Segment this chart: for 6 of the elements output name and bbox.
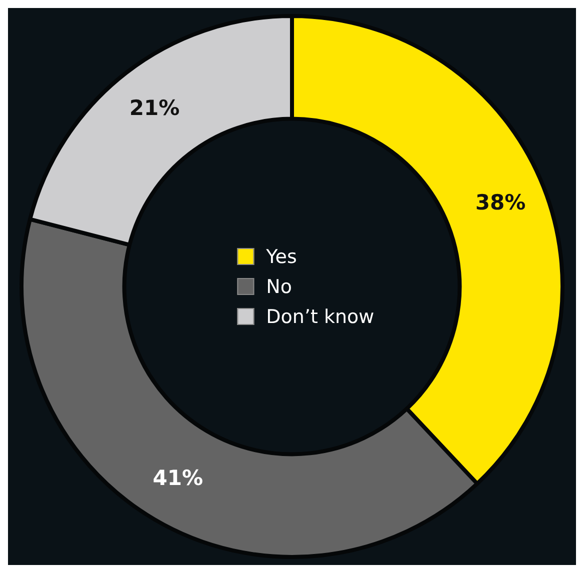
- data-label: 41%: [152, 466, 203, 490]
- data-label: 38%: [475, 190, 526, 214]
- legend-label: No: [266, 276, 292, 298]
- data-label: 21%: [129, 96, 180, 120]
- legend-label: Don’t know: [266, 306, 374, 328]
- legend-label: Yes: [266, 246, 297, 268]
